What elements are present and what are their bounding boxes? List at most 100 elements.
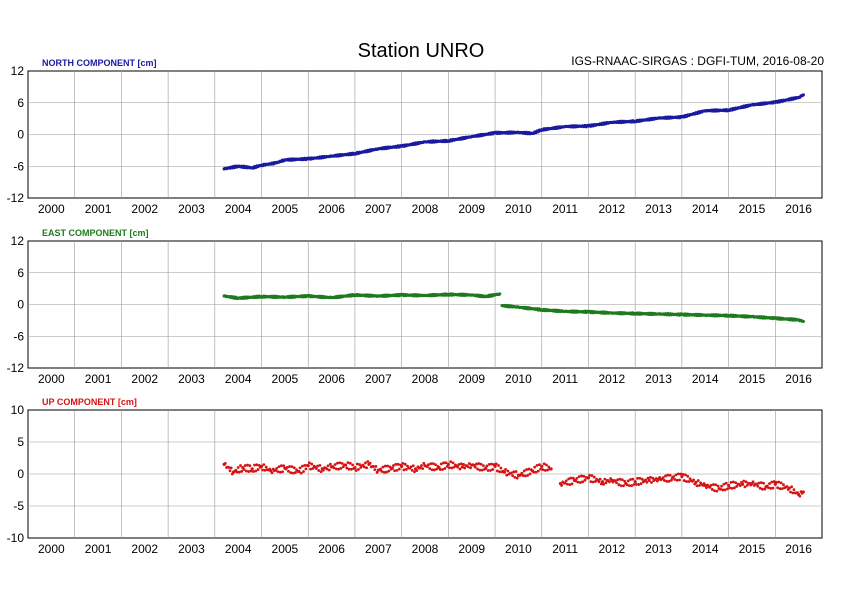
up-data-point xyxy=(599,482,603,486)
up-data-point xyxy=(243,464,247,467)
up-data-point xyxy=(726,487,729,491)
up-ytick-label: 10 xyxy=(11,403,25,417)
up-data-point xyxy=(568,483,572,486)
up-data-point xyxy=(290,465,294,469)
up-data-point xyxy=(427,463,430,467)
up-data-point xyxy=(292,466,296,470)
up-data-point xyxy=(275,467,279,470)
up-data-point xyxy=(227,466,231,469)
up-data-point xyxy=(438,468,442,471)
up-data-point xyxy=(631,477,635,481)
up-data-point xyxy=(228,469,232,473)
up-data-point xyxy=(431,462,435,466)
up-data-point xyxy=(385,470,388,474)
up-data-point xyxy=(661,476,665,480)
up-data-point xyxy=(401,461,405,465)
east-data-point xyxy=(801,319,805,324)
up-data-point xyxy=(615,481,618,485)
up-xtick-label: 2003 xyxy=(178,542,205,556)
up-data-point xyxy=(418,466,422,470)
up-data-point xyxy=(396,462,400,466)
up-data-point xyxy=(566,482,569,486)
up-data-point xyxy=(291,471,295,475)
up-xtick-label: 2015 xyxy=(739,542,766,556)
up-data-point xyxy=(588,473,592,477)
up-data-point xyxy=(731,480,735,484)
page-title: Station UNRO xyxy=(357,40,485,62)
east-xtick-label: 2004 xyxy=(225,372,252,386)
up-data-point xyxy=(734,481,737,484)
east-ytick-label: -6 xyxy=(13,329,24,343)
north-xtick-label: 2004 xyxy=(225,202,252,216)
up-data-point xyxy=(490,462,493,466)
up-data-point xyxy=(528,472,532,476)
up-data-point xyxy=(647,478,651,482)
up-data-point xyxy=(326,464,330,468)
up-data-point xyxy=(240,469,244,473)
up-data-point xyxy=(502,470,506,474)
up-data-point xyxy=(666,473,670,477)
up-data-point xyxy=(662,479,666,482)
up-data-point xyxy=(374,464,378,468)
up-data-point xyxy=(441,468,444,471)
up-data-point xyxy=(494,462,498,466)
up-data-point xyxy=(261,468,265,472)
up-data-point xyxy=(443,467,447,470)
up-data-point xyxy=(288,465,291,468)
up-data-point xyxy=(421,467,425,471)
up-data-point xyxy=(448,466,451,470)
up-data-point xyxy=(497,464,500,467)
up-data-point xyxy=(645,480,649,484)
up-data-point xyxy=(535,463,539,467)
up-data-point xyxy=(286,469,290,473)
up-data-point xyxy=(457,463,461,466)
north-xtick-label: 2011 xyxy=(552,202,578,216)
up-xtick-label: 2013 xyxy=(645,542,672,556)
up-data-point xyxy=(386,464,390,468)
east-xtick-label: 2014 xyxy=(692,372,719,386)
up-data-point xyxy=(785,485,789,488)
up-data-point xyxy=(637,483,641,486)
up-data-point xyxy=(729,480,733,484)
up-data-point xyxy=(713,489,716,493)
up-data-point xyxy=(347,467,351,471)
up-data-point xyxy=(603,477,607,481)
up-data-point xyxy=(322,468,325,472)
up-data-point xyxy=(345,466,349,470)
up-data-point xyxy=(745,483,749,487)
up-data-point xyxy=(650,481,653,484)
up-data-point xyxy=(542,462,546,466)
north-xtick-label: 2001 xyxy=(85,202,112,216)
up-data-point xyxy=(380,470,384,473)
up-data-point xyxy=(316,464,319,468)
up-data-point xyxy=(329,462,332,466)
up-data-point xyxy=(546,468,550,472)
up-data-point xyxy=(719,487,722,491)
up-data-point xyxy=(539,467,542,471)
up-data-point xyxy=(540,464,544,468)
up-data-point xyxy=(247,470,251,473)
up-data-point xyxy=(715,489,719,493)
up-data-point xyxy=(577,475,581,479)
up-data-point xyxy=(758,486,762,490)
up-data-point xyxy=(532,470,535,474)
up-data-point xyxy=(751,480,755,484)
up-data-point xyxy=(634,482,638,486)
up-data-point xyxy=(798,494,802,498)
up-data-point xyxy=(586,476,591,480)
up-data-point xyxy=(297,469,301,474)
up-data-point xyxy=(728,486,732,490)
up-data-point xyxy=(679,472,683,476)
up-data-point xyxy=(735,484,739,488)
up-data-point xyxy=(733,486,736,490)
up-data-point xyxy=(409,465,413,469)
up-data-point xyxy=(598,477,602,481)
east-xtick-label: 2012 xyxy=(598,372,625,386)
up-data-point xyxy=(488,469,492,472)
up-data-point xyxy=(778,487,782,491)
up-data-point xyxy=(687,480,691,483)
up-data-point xyxy=(422,461,426,465)
east-xtick-label: 2001 xyxy=(85,372,112,386)
up-data-point xyxy=(510,471,513,475)
east-xtick-label: 2011 xyxy=(552,372,578,386)
